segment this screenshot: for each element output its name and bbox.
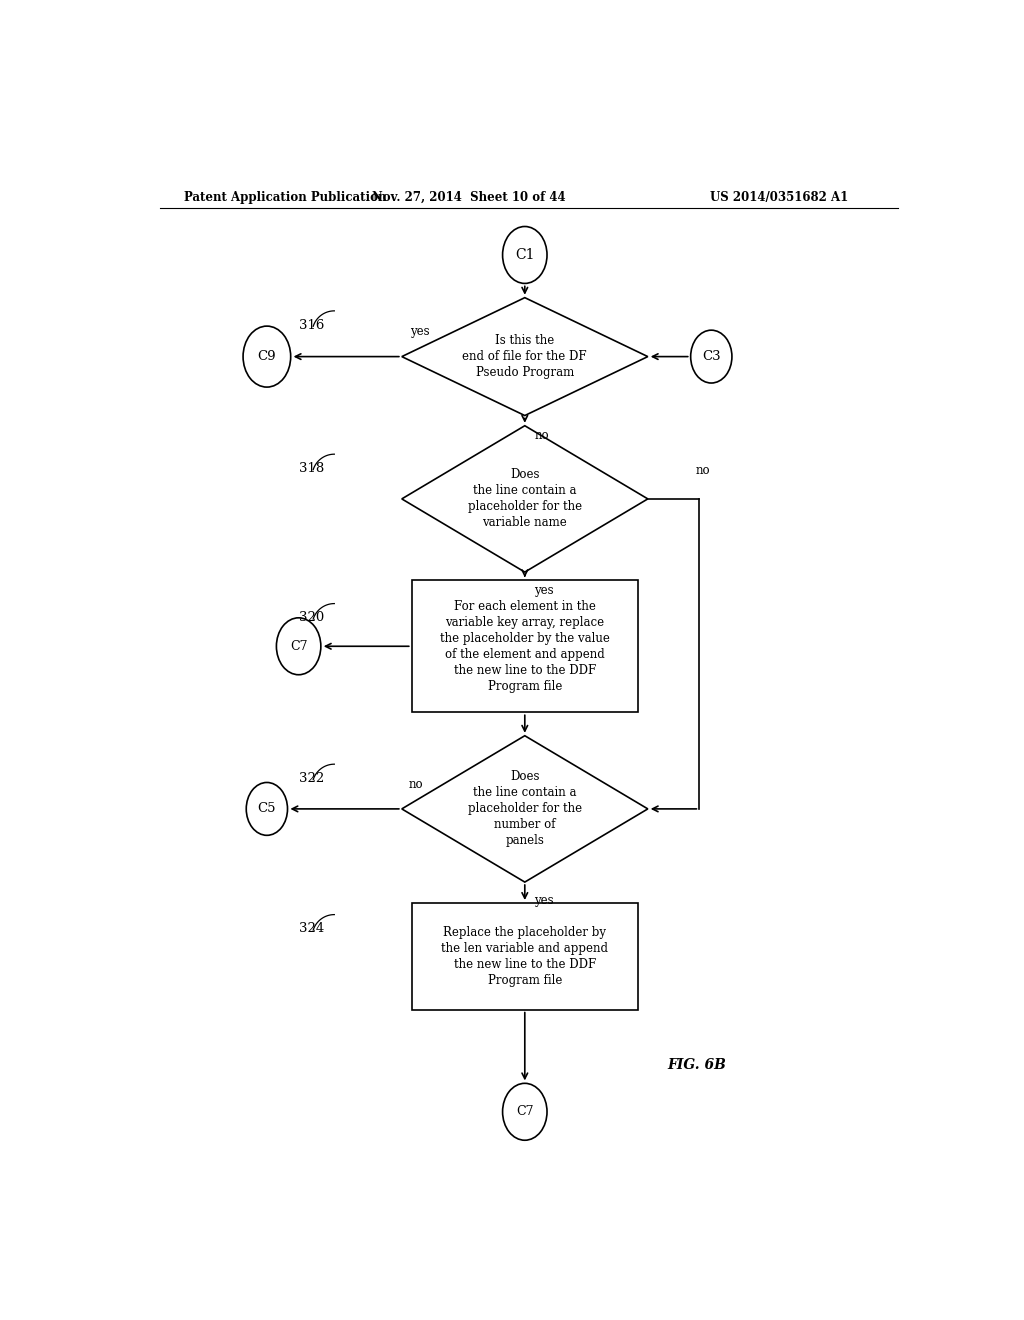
Bar [412, 903, 638, 1010]
Text: C1: C1 [515, 248, 535, 261]
Text: 316: 316 [299, 318, 324, 331]
Text: no: no [535, 429, 549, 442]
Bar [412, 581, 638, 713]
Text: For each element in the
variable key array, replace
the placeholder by the value: For each element in the variable key arr… [440, 599, 609, 693]
Text: 318: 318 [299, 462, 324, 475]
Text: yes: yes [535, 583, 554, 597]
Text: C3: C3 [702, 350, 721, 363]
Text: Patent Application Publication: Patent Application Publication [183, 190, 386, 203]
Text: no: no [695, 463, 710, 477]
Text: 322: 322 [299, 772, 324, 785]
Text: 320: 320 [299, 611, 324, 624]
Text: C7: C7 [516, 1105, 534, 1118]
Text: no: no [409, 777, 423, 791]
Text: 324: 324 [299, 923, 324, 936]
Text: yes: yes [410, 325, 429, 338]
Text: C5: C5 [258, 803, 276, 816]
Text: C7: C7 [290, 640, 307, 653]
Text: FIG. 6B: FIG. 6B [668, 1059, 726, 1072]
Text: C9: C9 [258, 350, 276, 363]
Text: Does
the line contain a
placeholder for the
variable name: Does the line contain a placeholder for … [468, 469, 582, 529]
Text: yes: yes [535, 894, 554, 907]
Text: Does
the line contain a
placeholder for the
number of
panels: Does the line contain a placeholder for … [468, 771, 582, 847]
Text: US 2014/0351682 A1: US 2014/0351682 A1 [710, 190, 848, 203]
Text: Replace the placeholder by
the len variable and append
the new line to the DDF
P: Replace the placeholder by the len varia… [441, 925, 608, 987]
Text: Is this the
end of file for the DF
Pseudo Program: Is this the end of file for the DF Pseud… [463, 334, 587, 379]
Text: Nov. 27, 2014  Sheet 10 of 44: Nov. 27, 2014 Sheet 10 of 44 [373, 190, 566, 203]
